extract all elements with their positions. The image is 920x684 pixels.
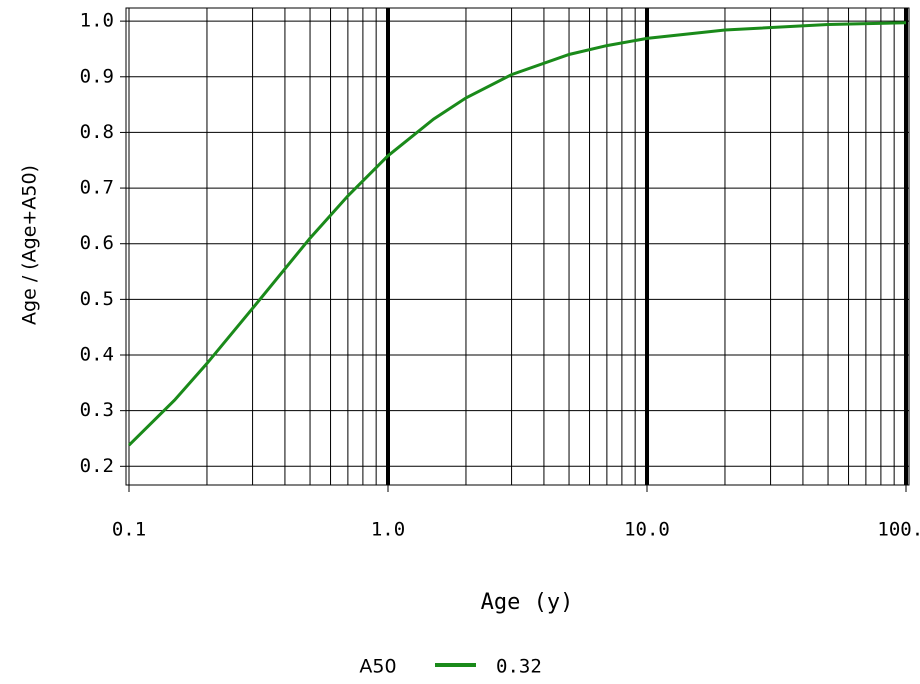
y-tick-label: 0.7: [80, 177, 114, 199]
x-tick-label: 100.0: [877, 519, 920, 541]
y-tick-label: 0.8: [80, 121, 114, 143]
y-tick-label: 0.3: [80, 399, 114, 421]
x-axis-title: Age (y): [481, 590, 574, 615]
y-tick-label: 1.0: [80, 10, 114, 32]
y-tick-label: 0.9: [80, 65, 114, 87]
legend-label: 0.32: [496, 656, 542, 678]
series-line: [127, 21, 907, 447]
x-tick-label: 10.0: [624, 519, 670, 541]
y-tick-label: 0.6: [80, 232, 114, 254]
y-axis-title: Age / (Age+A50): [19, 165, 41, 325]
y-tick-label: 0.2: [80, 455, 114, 477]
x-tick-label: 1.0: [371, 519, 405, 541]
y-tick-label: 0.4: [80, 344, 114, 366]
x-tick-label: 0.1: [112, 519, 146, 541]
legend-title: A50: [359, 656, 396, 678]
y-tick-label: 0.5: [80, 288, 114, 310]
plot-frame: [125, 7, 910, 486]
